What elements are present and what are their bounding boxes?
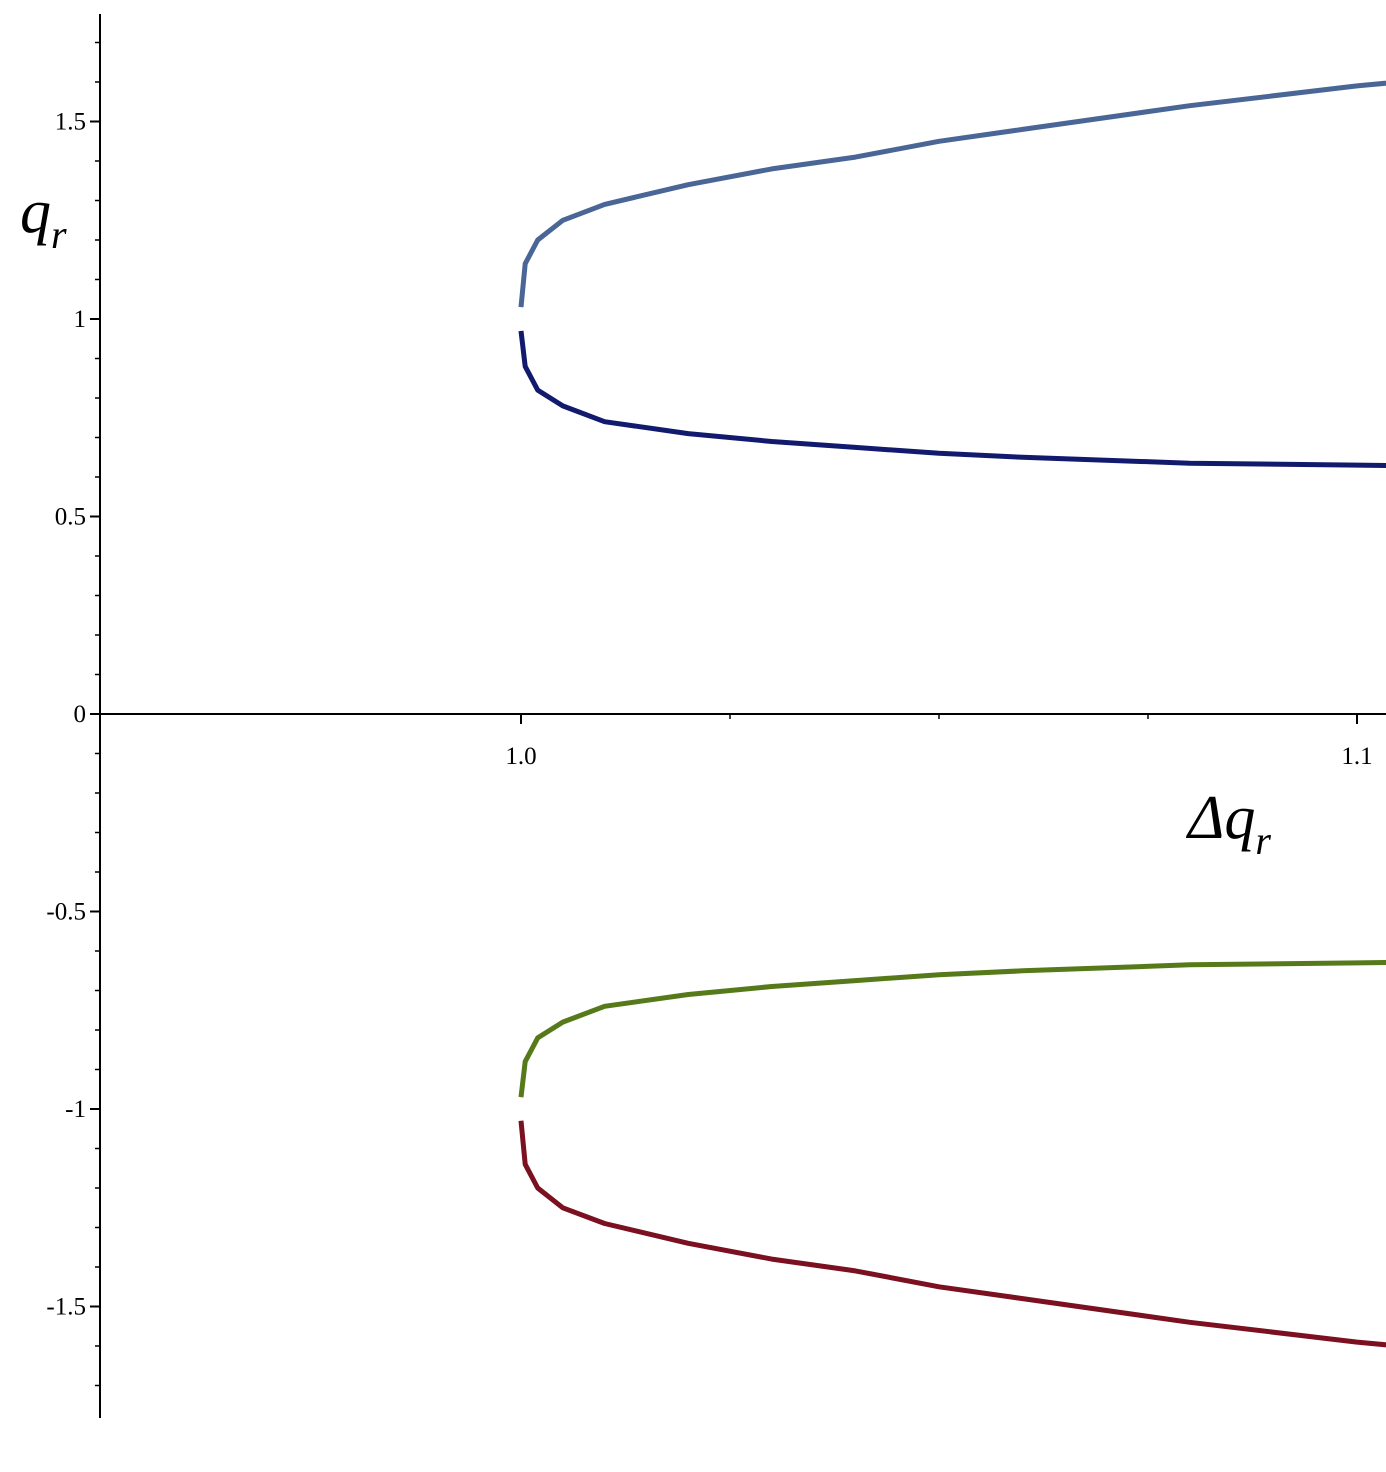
x-axis-title: Δqr <box>1185 784 1271 863</box>
x-tick-label: 1.1 <box>1341 743 1372 770</box>
y-tick-label: 1.5 <box>55 109 86 136</box>
ticks: 1.510.50-0.5-1-1.51.01.11.2 <box>46 41 1373 1387</box>
y-tick-label: -1 <box>65 1096 86 1123</box>
y-axis-title-main: q <box>20 178 51 246</box>
series-line-4 <box>518 1120 1386 1348</box>
y-tick-label: 0 <box>74 701 87 728</box>
series-line-1 <box>518 80 1386 308</box>
axes <box>99 14 1386 1418</box>
y-axis-title: qr <box>20 178 67 257</box>
series-layer <box>518 80 1386 1348</box>
y-tick-label: -1.5 <box>46 1294 86 1321</box>
y-tick-label: -0.5 <box>46 899 86 926</box>
y-tick-label: 0.5 <box>55 504 86 531</box>
y-tick-label: 1 <box>74 306 87 333</box>
x-axis-title-subscript: r <box>1255 818 1271 863</box>
x-tick-label: 1.0 <box>505 743 536 770</box>
series-line-3 <box>518 960 1386 1098</box>
y-axis-title-subscript: r <box>51 212 67 257</box>
x-axis-title-main: Δq <box>1185 784 1255 852</box>
series-line-2 <box>518 330 1386 468</box>
